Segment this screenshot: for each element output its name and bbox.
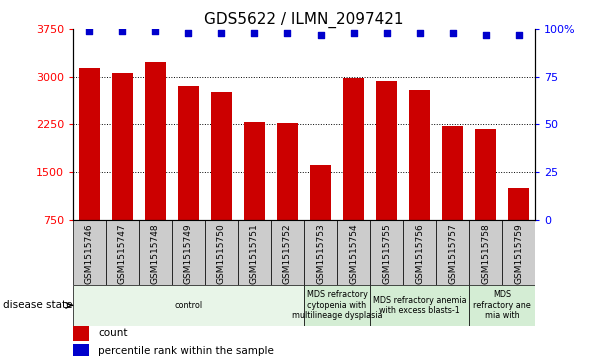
Text: GSM1515751: GSM1515751 bbox=[250, 223, 259, 284]
Bar bbox=[244, 122, 265, 220]
Bar bbox=[73, 285, 304, 326]
Point bbox=[151, 28, 161, 34]
Text: MDS
refractory ane
mia with: MDS refractory ane mia with bbox=[473, 290, 531, 320]
Bar bbox=[304, 285, 370, 326]
Text: GSM1515759: GSM1515759 bbox=[514, 223, 523, 284]
Text: MDS refractory anemia
with excess blasts-1: MDS refractory anemia with excess blasts… bbox=[373, 296, 466, 315]
Point bbox=[216, 30, 226, 36]
Text: GSM1515757: GSM1515757 bbox=[448, 223, 457, 284]
Bar bbox=[178, 86, 199, 220]
Point bbox=[316, 32, 325, 38]
Bar bbox=[139, 220, 172, 285]
Text: percentile rank within the sample: percentile rank within the sample bbox=[98, 346, 274, 356]
Bar bbox=[112, 73, 133, 220]
Bar bbox=[172, 220, 205, 285]
Bar bbox=[73, 344, 89, 359]
Bar bbox=[73, 326, 89, 341]
Text: GSM1515754: GSM1515754 bbox=[349, 223, 358, 284]
Text: GSM1515750: GSM1515750 bbox=[217, 223, 226, 284]
Text: GSM1515749: GSM1515749 bbox=[184, 223, 193, 284]
Bar bbox=[376, 81, 397, 220]
Point bbox=[481, 32, 491, 38]
Bar bbox=[370, 285, 469, 326]
Bar bbox=[304, 220, 337, 285]
Bar bbox=[205, 220, 238, 285]
Bar bbox=[277, 123, 298, 220]
Point bbox=[117, 28, 127, 34]
Bar bbox=[475, 130, 496, 220]
Text: GSM1515746: GSM1515746 bbox=[85, 223, 94, 284]
Point bbox=[250, 30, 260, 36]
Text: disease state: disease state bbox=[3, 300, 72, 310]
Bar bbox=[106, 220, 139, 285]
Point bbox=[283, 30, 292, 36]
Bar bbox=[78, 68, 100, 220]
Text: GSM1515752: GSM1515752 bbox=[283, 223, 292, 284]
Bar bbox=[271, 220, 304, 285]
Bar bbox=[337, 220, 370, 285]
Text: GSM1515747: GSM1515747 bbox=[118, 223, 127, 284]
Bar bbox=[370, 220, 403, 285]
Bar bbox=[508, 188, 529, 220]
Bar bbox=[502, 220, 535, 285]
Text: GSM1515753: GSM1515753 bbox=[316, 223, 325, 284]
Text: count: count bbox=[98, 328, 128, 338]
Bar bbox=[469, 285, 535, 326]
Point bbox=[85, 28, 94, 34]
Bar bbox=[73, 220, 106, 285]
Point bbox=[348, 30, 358, 36]
Bar bbox=[436, 220, 469, 285]
Text: GSM1515748: GSM1515748 bbox=[151, 223, 160, 284]
Point bbox=[447, 30, 457, 36]
Text: GSM1515755: GSM1515755 bbox=[382, 223, 391, 284]
Text: GSM1515756: GSM1515756 bbox=[415, 223, 424, 284]
Bar bbox=[409, 90, 430, 220]
Text: control: control bbox=[174, 301, 202, 310]
Bar bbox=[211, 92, 232, 220]
Bar bbox=[309, 165, 331, 220]
Text: GSM1515758: GSM1515758 bbox=[481, 223, 490, 284]
Point bbox=[415, 30, 424, 36]
Bar bbox=[145, 62, 166, 220]
Bar bbox=[442, 126, 463, 220]
Point bbox=[184, 30, 193, 36]
Point bbox=[382, 30, 392, 36]
Text: MDS refractory
cytopenia with
multilineage dysplasia: MDS refractory cytopenia with multilinea… bbox=[292, 290, 382, 320]
Bar bbox=[238, 220, 271, 285]
Title: GDS5622 / ILMN_2097421: GDS5622 / ILMN_2097421 bbox=[204, 12, 404, 28]
Bar bbox=[343, 78, 364, 220]
Bar bbox=[403, 220, 436, 285]
Bar bbox=[469, 220, 502, 285]
Point bbox=[514, 32, 523, 38]
